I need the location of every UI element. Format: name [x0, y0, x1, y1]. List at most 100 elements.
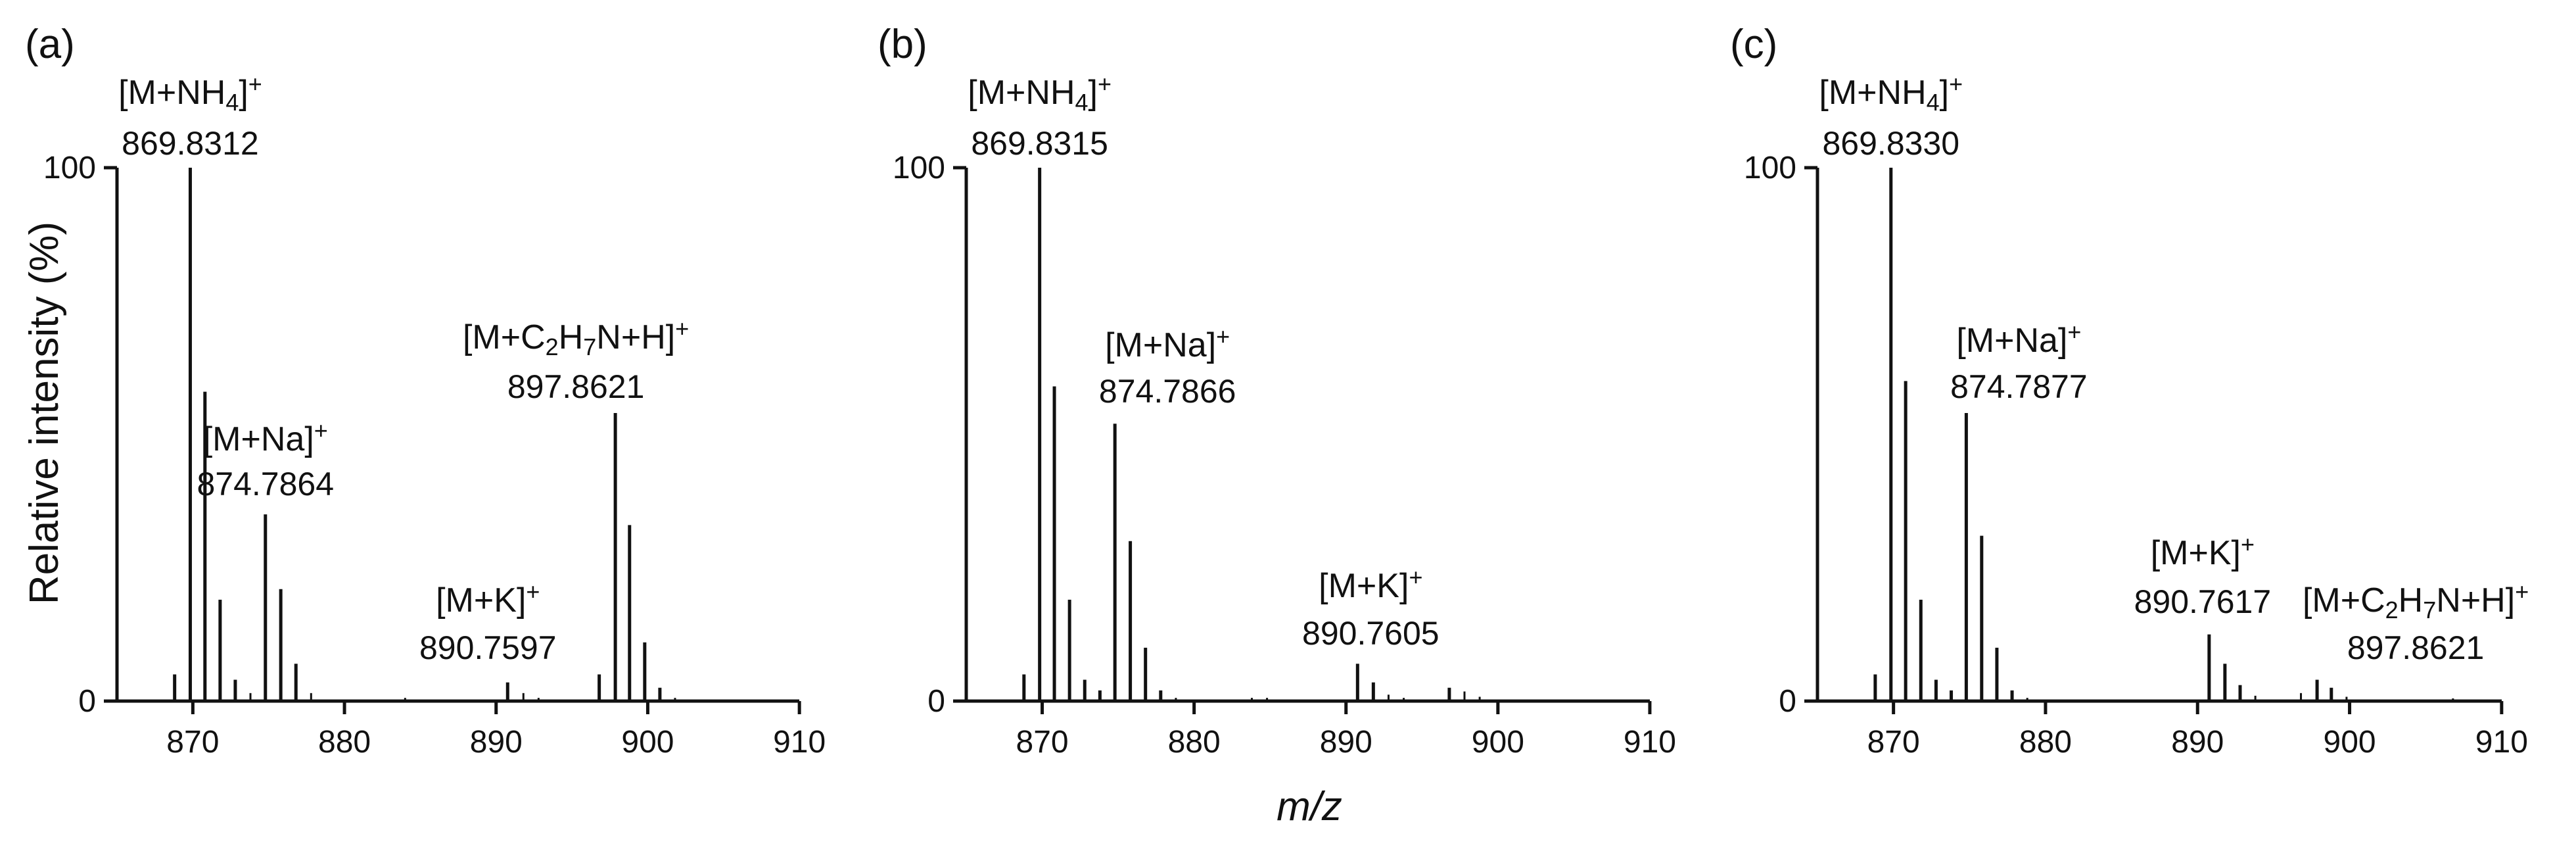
y-tick-labels: 0 100: [43, 151, 96, 719]
peak-mass-label: 869.8330: [1823, 125, 1960, 162]
x-tick-labels: 870 880 890 900 910: [166, 725, 826, 760]
ion-label-end: ]: [1207, 326, 1216, 364]
ion-label-subscript: 4: [1927, 89, 1940, 116]
ion-label: [M+Na]+: [1105, 323, 1230, 364]
ion-label-base: [M+Na: [1956, 322, 2058, 360]
x-tick-label: 880: [2019, 725, 2072, 760]
ion-label-mid: H: [2399, 581, 2424, 620]
ion-label-base: [M+Na: [1105, 326, 1207, 364]
spectrum-panel-a: (a) Relative intensity (%) 870 880 890 9…: [22, 22, 826, 760]
peak-annotations: 869.8312 [M+NH4]+ 874.7864 [M+Na]+ 890.7…: [118, 70, 689, 666]
spectrum-panel-c: (c) 870 880 890 900 910 0 100 869.8330: [1730, 22, 2529, 760]
ion-label: [M+C2H7N+H]+: [463, 315, 689, 360]
ion-label-end: ]: [1399, 567, 1409, 605]
y-tick-labels: 0 100: [1744, 151, 1796, 719]
x-tick-label: 900: [621, 725, 674, 760]
y-tick-label: 100: [1744, 151, 1796, 185]
ion-label-end: N+H]: [596, 318, 675, 356]
x-tick-label: 870: [1016, 725, 1069, 760]
x-tick-labels: 870 880 890 900 910: [1867, 725, 2528, 760]
y-ticks: [104, 166, 117, 703]
x-ticks: [191, 701, 801, 714]
ion-label: [M+K]+: [436, 578, 540, 620]
y-tick-label: 0: [78, 684, 96, 719]
ion-label-subscript: 4: [1075, 89, 1089, 116]
x-tick-label: 880: [318, 725, 371, 760]
panel-label: (b): [878, 22, 927, 67]
ion-label-superscript: +: [248, 70, 262, 97]
x-ticks: [1041, 701, 1652, 714]
ion-label: [M+Na]+: [203, 417, 328, 458]
x-tick-label: 910: [773, 725, 826, 760]
ion-label-superscript: +: [526, 578, 540, 605]
y-ticks: [953, 166, 966, 703]
peak-mass-label: 869.8315: [971, 125, 1108, 162]
ion-label: [M+C2H7N+H]+: [2303, 578, 2529, 623]
spectrum-panel-b: (b) 870 880 890 900 910 0 100 869.8315: [878, 22, 1676, 829]
x-tick-label: 890: [1320, 725, 1372, 760]
peak-mass-label: 874.7877: [1950, 368, 2088, 405]
y-tick-label: 100: [43, 151, 96, 185]
ion-label-base: [M+NH: [968, 74, 1075, 112]
ion-label-superscript: +: [2067, 318, 2081, 345]
x-tick-label: 900: [2324, 725, 2376, 760]
ion-label-end: ]: [239, 74, 248, 112]
y-ticks: [1804, 166, 1817, 703]
peak-mass-label: 874.7864: [197, 466, 334, 502]
ion-label-base: [M+NH: [118, 74, 225, 112]
ion-label-superscript: +: [1098, 70, 1112, 97]
ion-label-end: ]: [1089, 74, 1098, 112]
ion-label-superscript: +: [1949, 70, 1963, 97]
x-ticks: [1892, 701, 2504, 714]
spectrum-peaks: [173, 168, 676, 701]
y-tick-label: 100: [893, 151, 945, 185]
ion-label-end: ]: [517, 581, 526, 620]
panel-label: (a): [25, 22, 75, 67]
ion-label-end: N+H]: [2436, 581, 2515, 620]
ion-label-end: ]: [2058, 322, 2067, 360]
ion-label-subscript: 4: [225, 89, 239, 116]
ion-label-superscript: +: [1409, 564, 1422, 591]
peak-mass-label: 897.8621: [2347, 629, 2485, 666]
peak-mass-label: 897.8621: [507, 368, 645, 405]
ion-label: [M+NH4]+: [1819, 70, 1963, 116]
ion-label: [M+K]+: [2151, 531, 2255, 572]
peak-mass-label: 890.7597: [419, 629, 557, 666]
ion-label-mid: H: [559, 318, 584, 356]
ion-label-superscript: +: [314, 417, 328, 444]
ion-label-base: [M+Na: [203, 420, 305, 458]
peak-mass-label: 869.8312: [122, 125, 259, 162]
ion-label-subscript: 7: [2423, 597, 2436, 623]
ion-label-base: [M+C: [463, 318, 546, 356]
ion-label-end: ]: [304, 420, 314, 458]
peak-mass-label: 890.7605: [1302, 615, 1440, 652]
x-tick-label: 870: [166, 725, 219, 760]
x-tick-label: 890: [2171, 725, 2224, 760]
y-tick-label: 0: [927, 684, 945, 719]
spectrum-peaks: [1873, 168, 2454, 701]
panel-label: (c): [1730, 22, 1777, 67]
y-tick-label: 0: [1779, 684, 1796, 719]
ion-label-superscript: +: [2241, 531, 2255, 558]
ion-label: [M+Na]+: [1956, 318, 2081, 360]
x-tick-label: 900: [1472, 725, 1524, 760]
ion-label-end: ]: [1940, 74, 1949, 112]
ion-label-base: [M+K: [2151, 534, 2232, 572]
ion-label-superscript: +: [2515, 578, 2529, 605]
peak-annotations: 869.8330 [M+NH4]+ 874.7877 [M+Na]+ 890.7…: [1819, 70, 2529, 666]
ion-label-base: [M+NH: [1819, 74, 1926, 112]
ion-label-base: [M+K: [1319, 567, 1399, 605]
x-axis-title: m/z: [1276, 784, 1342, 829]
ion-label-end: ]: [2232, 534, 2241, 572]
peak-mass-label: 890.7617: [2134, 583, 2272, 620]
ion-label: [M+NH4]+: [118, 70, 262, 116]
x-tick-label: 910: [1624, 725, 1676, 760]
ion-label-subscript: 7: [583, 333, 596, 360]
x-tick-label: 880: [1168, 725, 1221, 760]
x-tick-label: 870: [1867, 725, 1920, 760]
x-tick-labels: 870 880 890 900 910: [1016, 725, 1676, 760]
ion-label: [M+K]+: [1319, 564, 1422, 605]
peak-mass-label: 874.7866: [1099, 373, 1236, 410]
ion-label-base: [M+C: [2303, 581, 2385, 620]
